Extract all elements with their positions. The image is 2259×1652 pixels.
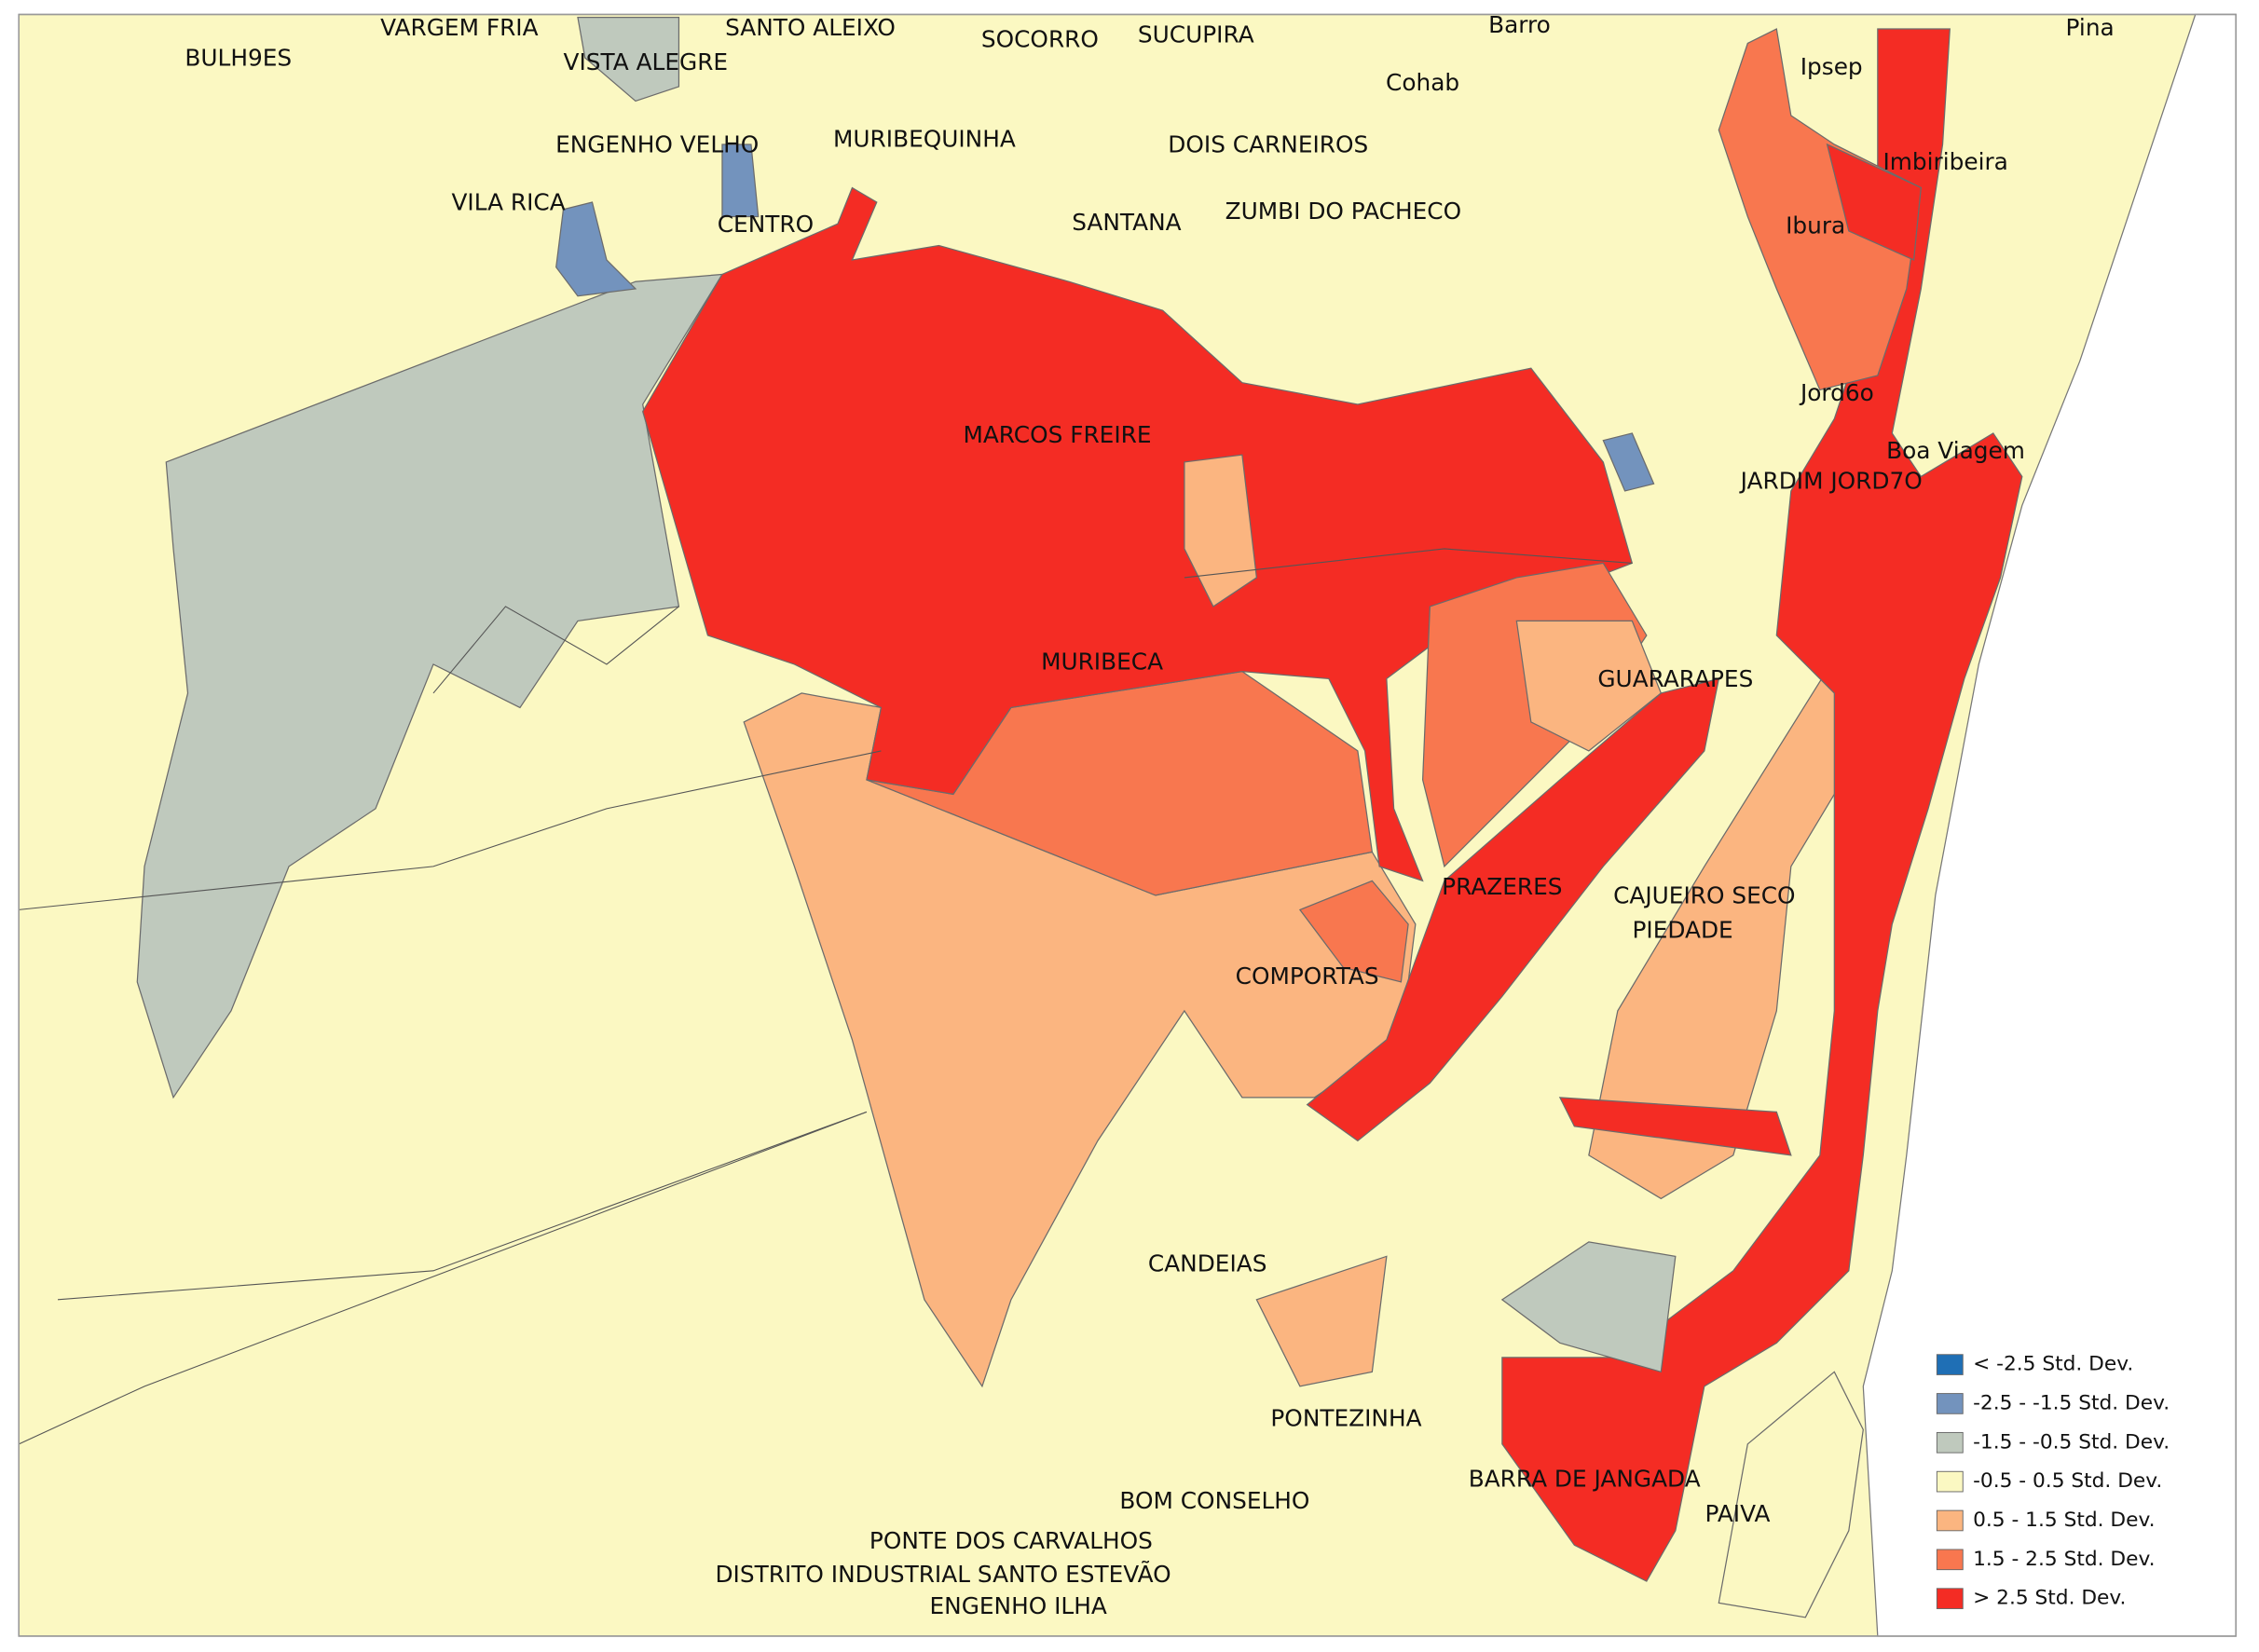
region — [1826, 143, 1922, 261]
place-label: Ipsep — [1800, 53, 1863, 80]
place-label: PONTE DOS CARVALHOS — [869, 1527, 1153, 1554]
place-label: VILA RICA — [451, 189, 565, 216]
boundary — [18, 1111, 868, 1445]
place-label: COMPORTAS — [1236, 963, 1379, 990]
place-label: MURIBECA — [1041, 648, 1163, 675]
region — [1306, 677, 1720, 1142]
region — [1602, 432, 1655, 492]
place-label: Boa Viagem — [1886, 437, 2025, 464]
frame — [18, 13, 2237, 1637]
place-label: PAIVA — [1705, 1500, 1770, 1527]
legend-label: 0.5 - 1.5 Std. Dev. — [1973, 1509, 2155, 1532]
place-label: SOCORRO — [981, 25, 1099, 52]
legend-label: -1.5 - -0.5 Std. Dev. — [1973, 1430, 2170, 1454]
boundary — [19, 750, 882, 910]
place-label: JARDIM JORD7O — [1739, 468, 1923, 495]
boundary — [57, 1111, 868, 1301]
place-label: CENTRO — [718, 211, 814, 238]
region — [1298, 880, 1409, 983]
place-label: BARRA DE JANGADA — [1469, 1466, 1701, 1493]
legend-swatch — [1936, 1470, 1964, 1493]
legend-label: 1.5 - 2.5 Std. Dev. — [1973, 1548, 2155, 1571]
place-label: ENGENHO VELHO — [555, 131, 759, 158]
place-label: CANDEIAS — [1148, 1250, 1267, 1277]
region — [1255, 1255, 1388, 1387]
legend-label: -0.5 - 0.5 Std. Dev. — [1973, 1469, 2162, 1493]
place-label: GUARARAPES — [1597, 665, 1753, 692]
place-label: PRAZERES — [1442, 873, 1562, 900]
legend-swatch — [1936, 1354, 1964, 1375]
place-label: DISTRITO INDUSTRIAL SANTO ESTEVÃO — [715, 1560, 1171, 1588]
place-label: Jord6o — [1799, 379, 1874, 406]
place-label: PIEDADE — [1632, 917, 1732, 944]
legend-swatch — [1936, 1431, 1964, 1454]
legend-swatch — [1936, 1393, 1964, 1414]
region — [1500, 1241, 1677, 1373]
place-label: Pina — [2066, 14, 2115, 41]
place-label: CAJUEIRO SECO — [1613, 881, 1795, 908]
legend-swatch — [1936, 1549, 1964, 1571]
region — [1558, 1097, 1792, 1156]
place-label: BOM CONSELHO — [1119, 1487, 1309, 1514]
legend-label: < -2.5 Std. Dev. — [1973, 1353, 2133, 1376]
labels: BULH9ES VARGEM FRIA SANTO ALEIXO VISTA ALEG… — [185, 11, 2114, 1619]
place-label: SANTANA — [1072, 209, 1181, 236]
place-label: MURIBEQUINHA — [833, 125, 1016, 152]
place-label: VISTA ALEGRE — [564, 48, 729, 75]
place-label: DOIS CARNEIROS — [1168, 131, 1368, 158]
place-label: ZUMBI DO PACHECO — [1225, 198, 1461, 225]
place-label: VARGEM FRIA — [380, 14, 538, 41]
legend-label: > 2.5 Std. Dev. — [1973, 1587, 2126, 1610]
region — [1515, 620, 1663, 752]
place-label: Ibura — [1786, 212, 1845, 239]
place-label: MARCOS FREIRE — [963, 421, 1151, 448]
region — [1501, 28, 2023, 1582]
boundary — [1184, 548, 1633, 579]
legend-label: -2.5 - -1.5 Std. Dev. — [1973, 1391, 2170, 1414]
legend-swatch — [1936, 1509, 1964, 1532]
place-label: SUCUPIRA — [1138, 21, 1254, 48]
region — [555, 201, 637, 297]
region — [1184, 454, 1258, 608]
legend: < -2.5 Std. Dev. -2.5 - -1.5 Std. Dev. -1.… — [1936, 1353, 2170, 1610]
place-label: Cohab — [1386, 69, 1459, 96]
regions — [18, 13, 2237, 1637]
place-label: PONTEZINHA — [1270, 1404, 1421, 1431]
region — [577, 16, 680, 102]
place-label: Barro — [1488, 11, 1551, 38]
region — [1718, 1371, 1864, 1618]
place-label: ENGENHO ILHA — [930, 1592, 1107, 1619]
place-label: Imbiribeira — [1882, 148, 2007, 175]
place-label: BULH9ES — [185, 45, 292, 72]
region — [136, 273, 724, 1099]
place-label: SANTO ALEIXO — [725, 14, 896, 41]
region — [721, 143, 760, 218]
boundary — [432, 606, 679, 694]
legend-swatch — [1936, 1588, 1964, 1609]
